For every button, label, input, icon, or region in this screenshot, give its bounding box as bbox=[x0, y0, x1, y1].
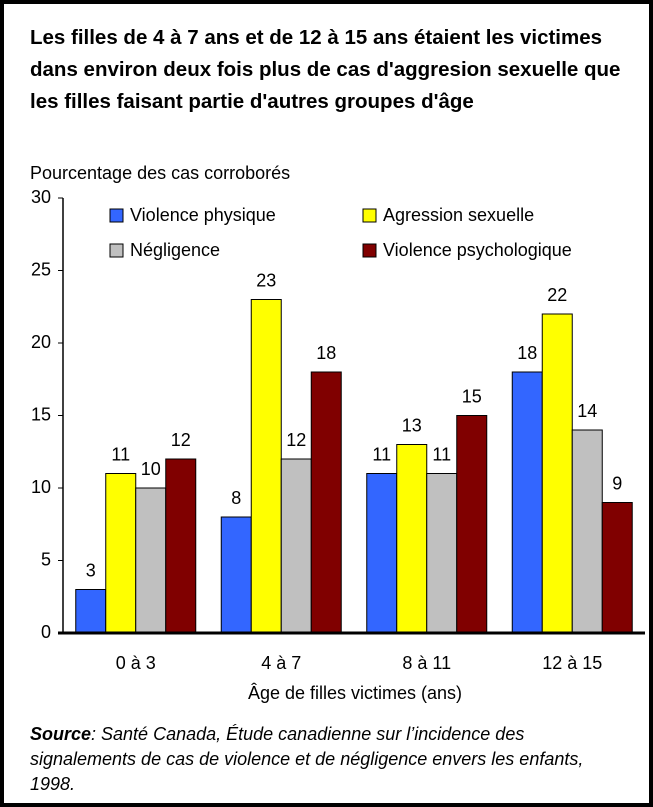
x-axis-label: Âge de filles victimes (ans) bbox=[248, 683, 462, 703]
y-tick-label: 25 bbox=[31, 259, 51, 279]
y-tick-label: 5 bbox=[41, 549, 51, 569]
bar bbox=[135, 487, 167, 634]
value-label: 12 bbox=[286, 430, 306, 450]
value-label: 11 bbox=[372, 444, 391, 464]
bar bbox=[571, 429, 603, 634]
legend-swatch bbox=[109, 208, 124, 223]
legend-label: Agression sexuelle bbox=[383, 205, 534, 225]
legend-label: Violence physique bbox=[130, 205, 276, 225]
bar bbox=[426, 473, 458, 634]
value-label: 23 bbox=[256, 270, 276, 290]
bar bbox=[250, 299, 282, 634]
chart-title: Les filles de 4 à 7 ans et de 12 à 15 an… bbox=[30, 26, 621, 113]
value-label: 14 bbox=[577, 401, 597, 421]
legend-swatch bbox=[109, 243, 124, 258]
source-text: : Santé Canada, Étude canadienne sur l’i… bbox=[30, 724, 584, 794]
value-label: 13 bbox=[402, 415, 422, 435]
x-tick-label: 12 à 15 bbox=[542, 653, 602, 673]
bar bbox=[456, 415, 488, 634]
bar bbox=[366, 473, 398, 634]
bar bbox=[310, 371, 342, 634]
bar bbox=[541, 313, 573, 634]
x-tick-label: 0 à 3 bbox=[116, 653, 156, 673]
y-tick-label: 10 bbox=[31, 477, 51, 497]
value-label: 3 bbox=[86, 560, 96, 580]
value-label: 22 bbox=[547, 285, 567, 305]
bar bbox=[75, 589, 107, 634]
y-axis-label: Pourcentage des cas corroborés bbox=[30, 163, 290, 183]
value-label: 11 bbox=[111, 444, 130, 464]
legend-swatch bbox=[362, 243, 377, 258]
legend-label: Violence psychologique bbox=[383, 240, 572, 260]
bar bbox=[601, 502, 633, 634]
value-label: 8 bbox=[231, 488, 241, 508]
x-tick-label: 8 à 11 bbox=[402, 653, 451, 673]
bar bbox=[396, 444, 428, 634]
bar bbox=[165, 458, 197, 634]
bar bbox=[220, 516, 252, 634]
x-tick-label: 4 à 7 bbox=[261, 653, 301, 673]
value-label: 11 bbox=[432, 444, 451, 464]
value-label: 18 bbox=[316, 343, 336, 363]
chart: Pourcentage des cas corroborés Âge de fi… bbox=[30, 163, 645, 703]
value-label: 9 bbox=[612, 473, 622, 493]
y-tick-label: 30 bbox=[31, 187, 51, 207]
y-tick-label: 15 bbox=[31, 404, 51, 424]
source-label: Source bbox=[30, 724, 92, 744]
legend-label: Négligence bbox=[130, 240, 220, 260]
bar bbox=[511, 371, 543, 634]
value-label: 18 bbox=[517, 343, 537, 363]
value-label: 15 bbox=[462, 386, 482, 406]
y-tick-label: 0 bbox=[41, 622, 51, 642]
y-tick-label: 20 bbox=[31, 332, 51, 352]
legend-swatch bbox=[362, 208, 377, 223]
source: Source: Santé Canada, Étude canadienne s… bbox=[30, 722, 630, 797]
bar bbox=[280, 458, 312, 634]
bar bbox=[105, 473, 137, 634]
value-label: 12 bbox=[171, 430, 191, 450]
value-label: 10 bbox=[141, 459, 161, 479]
